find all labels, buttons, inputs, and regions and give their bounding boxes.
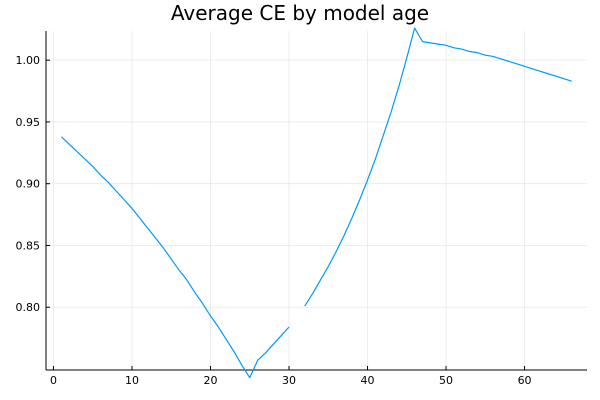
y-tick-label: 0.90 [16,178,41,191]
x-tick-label: 0 [50,374,57,387]
x-tick-label: 20 [203,374,217,387]
chart-title: Average CE by model age [170,1,430,25]
axes-layer [45,31,587,371]
y-tick-label: 1.00 [16,54,41,67]
x-tick-label: 60 [518,374,532,387]
y-tick-label: 0.85 [16,239,41,252]
ticks-layer: 0 10 20 30 40 50 60 0.80 0.85 0.90 0.95 1.00 [16,54,532,387]
series-line-segment [304,27,572,307]
x-tick-label: 10 [125,374,139,387]
x-tick-label: 50 [439,374,453,387]
series-layer [60,27,572,379]
x-tick-label: 30 [282,374,296,387]
y-tick-label: 0.95 [16,116,41,129]
series-line-segment [60,136,290,379]
x-tick-label: 40 [361,374,375,387]
y-tick-label: 0.80 [16,301,41,314]
grid-layer [46,31,587,370]
